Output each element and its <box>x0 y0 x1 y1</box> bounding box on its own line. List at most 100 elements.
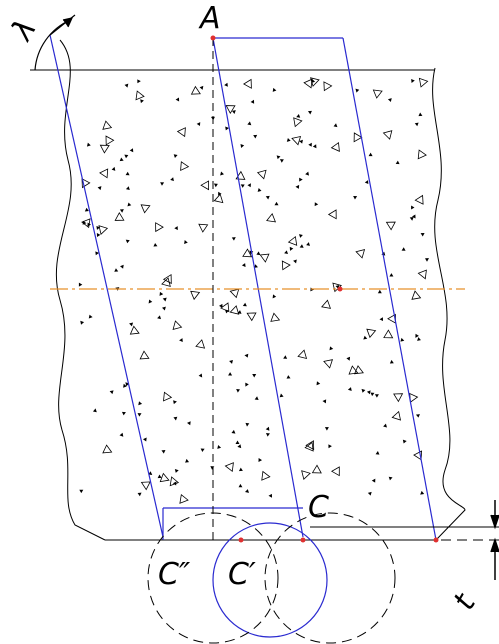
speckle <box>391 361 394 363</box>
speckle <box>412 80 414 83</box>
speckle <box>174 417 177 419</box>
speckle <box>376 452 379 454</box>
speckle <box>379 291 382 293</box>
angle-arc <box>35 15 75 70</box>
speckle <box>244 80 252 89</box>
speckle <box>259 459 261 462</box>
speckle <box>171 178 173 181</box>
speckle <box>418 270 426 279</box>
speckle <box>309 111 312 113</box>
speckle <box>201 181 209 190</box>
speckle <box>376 395 379 397</box>
speckle <box>366 181 368 184</box>
speckle <box>236 441 239 443</box>
speckle <box>251 101 253 104</box>
speckle <box>367 329 376 337</box>
speckle <box>81 321 84 324</box>
speckle <box>97 234 99 237</box>
speckle <box>300 178 302 181</box>
left-boundary <box>56 40 105 540</box>
speckle <box>280 394 283 396</box>
speckle <box>298 350 306 358</box>
speckle <box>120 158 123 160</box>
speckle <box>239 485 242 487</box>
speckle <box>225 463 233 472</box>
speckle <box>241 185 244 187</box>
speckle <box>198 123 200 126</box>
speckle <box>128 203 131 206</box>
speckle <box>247 313 256 321</box>
speckle <box>402 248 405 250</box>
speckle <box>163 307 166 310</box>
speckle <box>100 169 108 178</box>
layers <box>50 35 436 637</box>
speckle <box>125 155 128 157</box>
speckle <box>324 82 332 91</box>
speckle <box>329 210 337 219</box>
speckle <box>415 196 423 205</box>
speckle <box>141 205 150 213</box>
speckle <box>241 145 243 148</box>
speckle <box>174 155 177 157</box>
speckle <box>220 305 222 308</box>
speckle <box>191 291 200 299</box>
speckle <box>300 140 303 143</box>
speckle <box>138 493 141 495</box>
speckle <box>126 240 129 242</box>
speckle <box>154 244 157 246</box>
speckle <box>138 414 141 416</box>
speckle <box>253 374 256 376</box>
speckle <box>200 87 202 90</box>
speckle <box>238 445 241 448</box>
speckle <box>226 127 229 130</box>
speckle <box>309 143 311 146</box>
speckle <box>161 183 164 185</box>
speckle <box>199 374 201 377</box>
speckle <box>180 495 188 504</box>
speckle <box>412 291 421 299</box>
speckle <box>384 330 393 338</box>
speckle <box>121 210 124 212</box>
speckle <box>304 79 312 88</box>
speckle <box>347 357 349 360</box>
speckle <box>237 390 240 392</box>
speckle <box>115 269 118 271</box>
speckle <box>160 474 169 482</box>
speckle <box>284 356 287 358</box>
speckle <box>416 335 418 338</box>
speckle <box>421 233 424 235</box>
speckle <box>332 143 340 152</box>
speckle <box>323 400 325 403</box>
speckle <box>149 300 151 303</box>
speckle <box>229 373 232 375</box>
speckle <box>96 252 98 255</box>
speckle <box>156 223 164 232</box>
speckle <box>267 428 269 431</box>
speckle <box>371 393 374 395</box>
speckle <box>246 490 249 492</box>
speckle <box>257 252 260 254</box>
speckle <box>141 100 143 103</box>
speckle <box>232 431 235 433</box>
speckle <box>324 360 333 368</box>
speckle <box>277 156 280 159</box>
speckle <box>290 248 292 251</box>
point-label: C <box>308 490 329 525</box>
speckle <box>314 145 316 148</box>
speckle <box>196 340 205 348</box>
speckle <box>244 304 247 306</box>
speckle <box>199 224 208 232</box>
point-label: C′ <box>228 557 256 592</box>
speckle <box>292 137 301 145</box>
speckle <box>240 468 243 470</box>
speckle <box>233 238 236 240</box>
speckle <box>267 196 270 198</box>
speckle <box>176 98 178 101</box>
speckle <box>175 227 177 230</box>
speckle <box>80 490 83 492</box>
speckle <box>140 351 149 359</box>
speckle <box>170 477 178 486</box>
speckle <box>115 213 124 221</box>
speckle <box>384 131 392 139</box>
speckle <box>302 471 310 479</box>
